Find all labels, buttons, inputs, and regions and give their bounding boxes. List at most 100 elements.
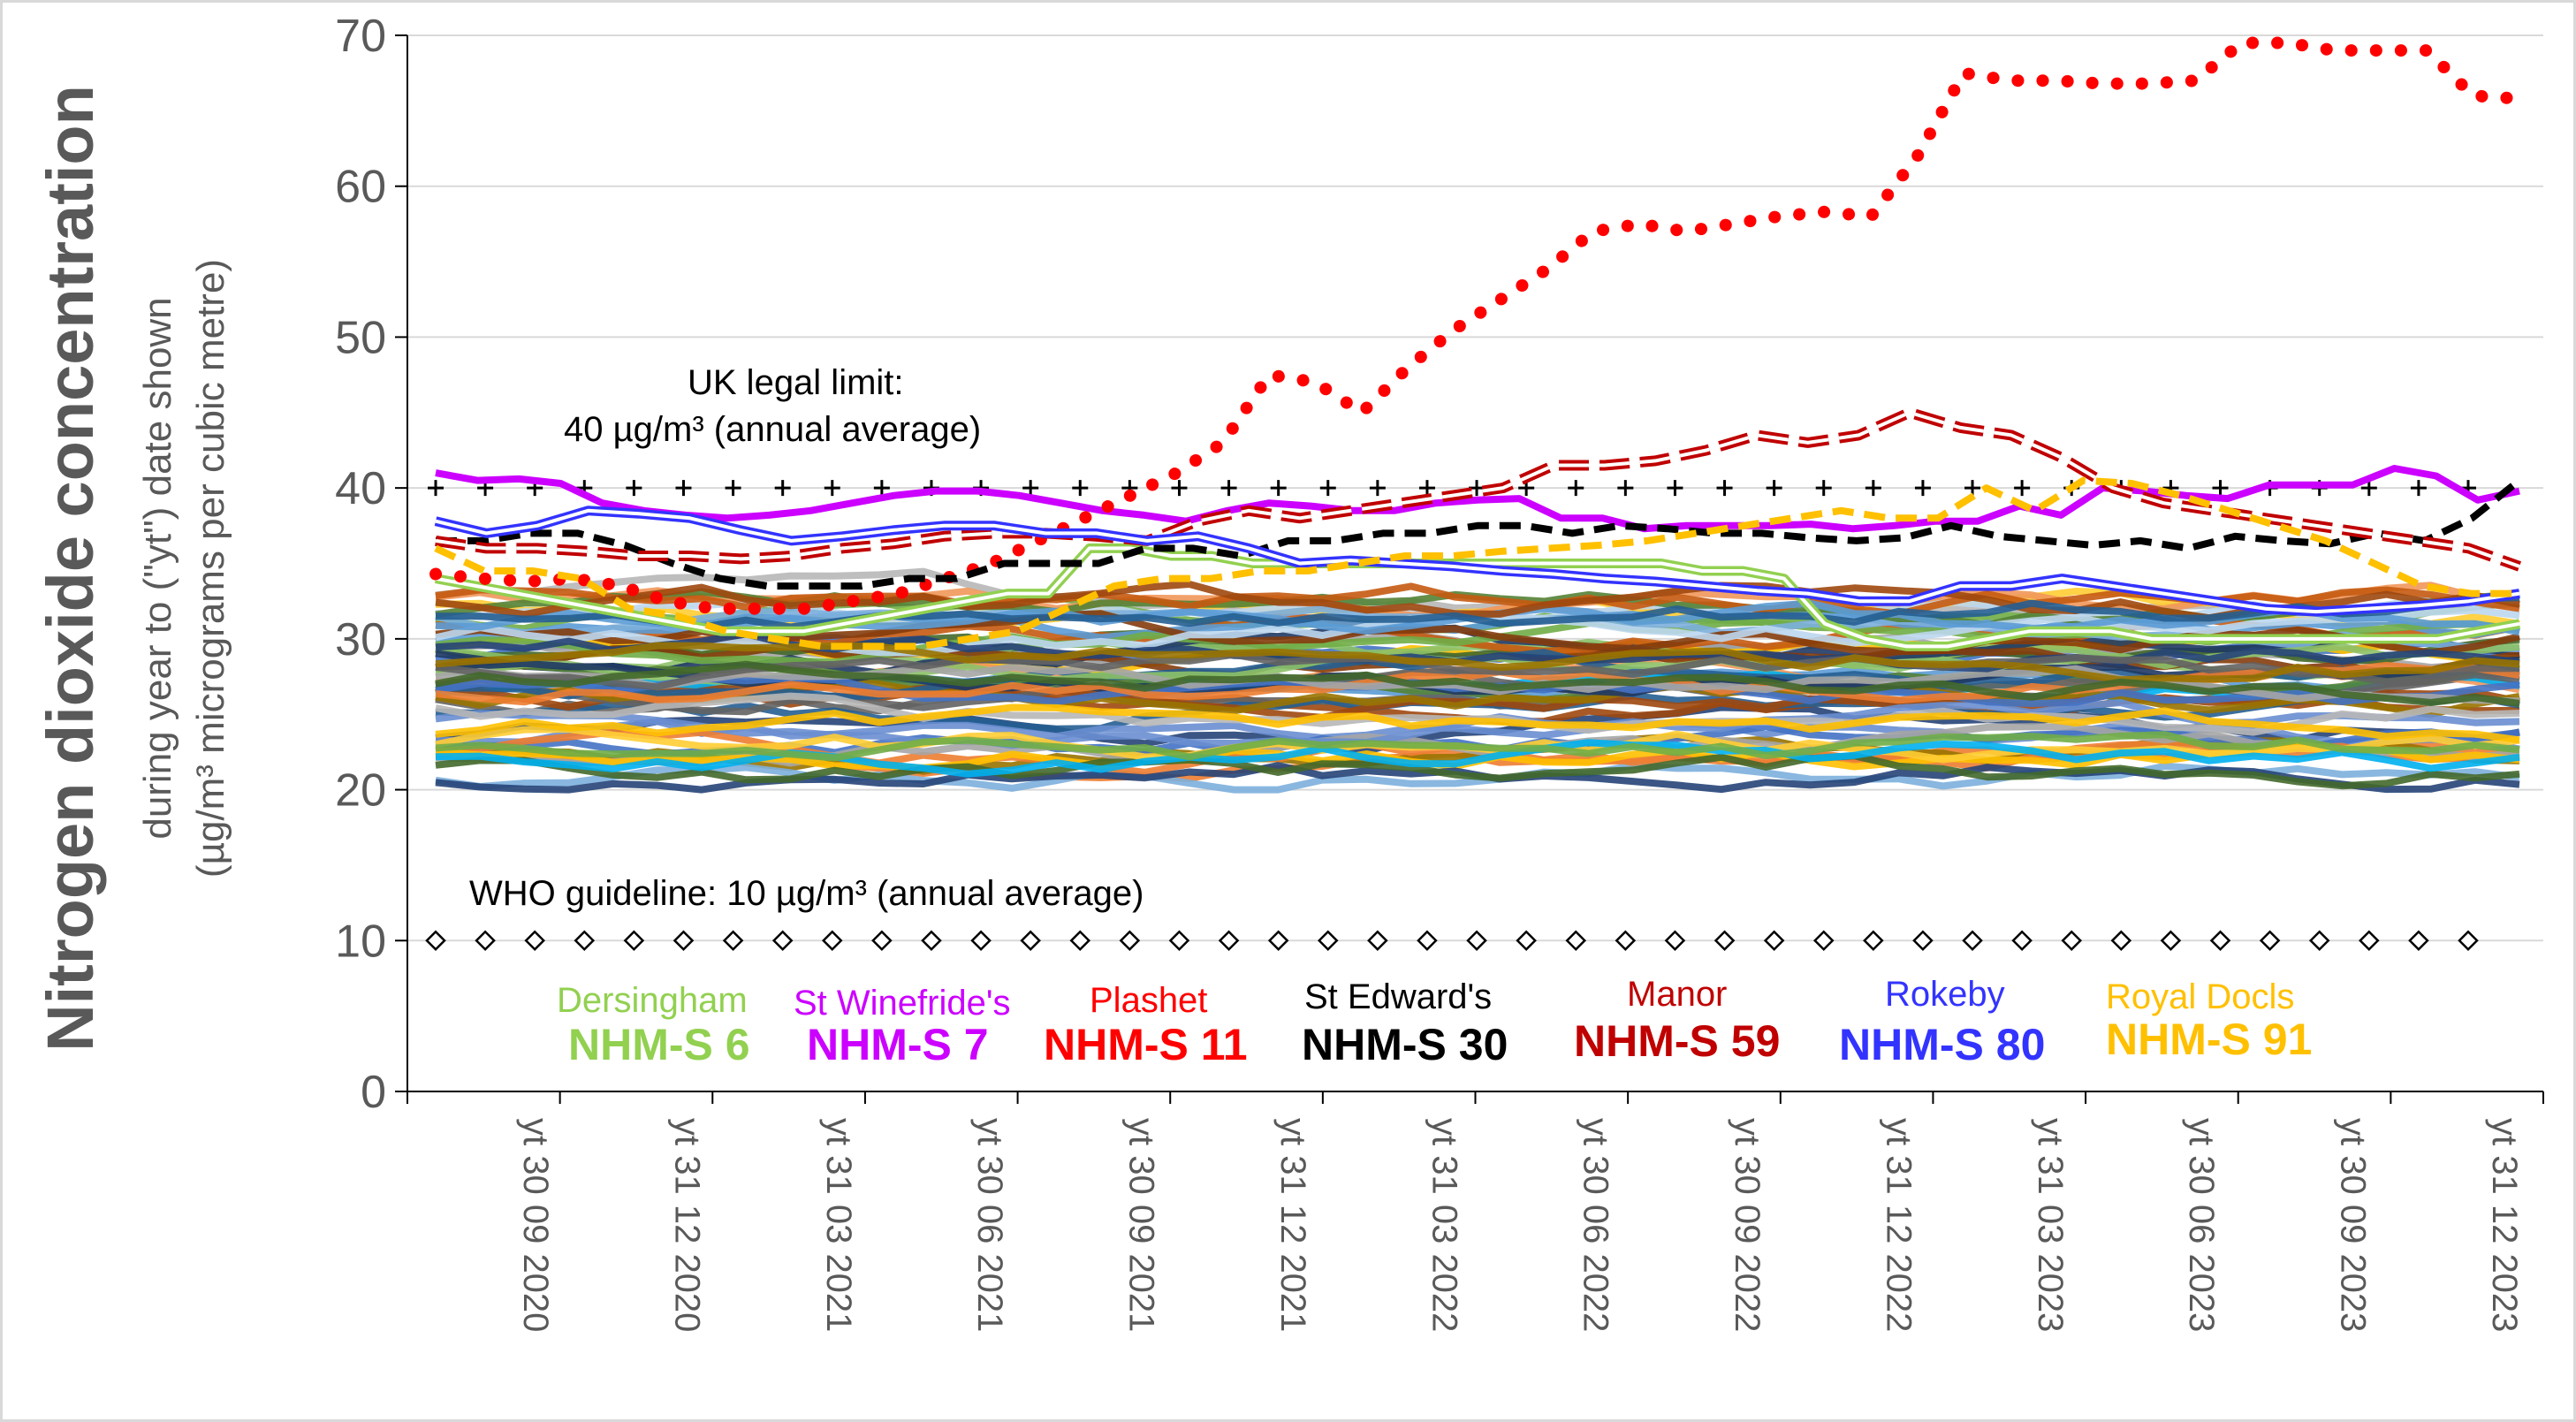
y-tick-label: 60	[335, 162, 386, 213]
legend-site-rokeby: Rokeby	[1885, 975, 2005, 1014]
who-guideline-marker	[1119, 930, 1141, 952]
who-guideline-marker	[475, 930, 496, 952]
who-guideline-marker	[1664, 930, 1686, 952]
who-guideline-marker	[524, 930, 545, 952]
who-guideline-marker	[921, 930, 942, 952]
legend-name-nhm-s-59: NHM-S 59	[1574, 1016, 1780, 1066]
background-series	[435, 567, 2520, 794]
uk-limit-marker	[1022, 480, 1039, 497]
who-guideline-marker	[2458, 930, 2479, 952]
who-guideline-marker	[1168, 930, 1190, 952]
uk-limit-marker	[2212, 480, 2229, 497]
x-tick-label: yt 31 03 2023	[2031, 1118, 2070, 1332]
who-guideline-marker	[771, 930, 794, 952]
background-series-line	[435, 660, 2520, 707]
who-guideline-marker	[2408, 930, 2429, 952]
uk-limit-marker	[774, 480, 791, 497]
uk-limit-marker	[1617, 480, 1634, 497]
y-tick-label: 20	[335, 765, 386, 817]
who-guideline-marker	[574, 930, 596, 952]
background-series-line	[435, 762, 2520, 794]
uk-limit-marker	[1369, 480, 1386, 497]
who-guideline-marker	[1863, 930, 1884, 952]
x-tick-label: yt 30 09 2022	[1728, 1118, 1767, 1332]
uk-limit-label-line1: UK legal limit:	[688, 363, 904, 402]
y-tick-label: 50	[335, 312, 386, 363]
who-guideline-marker	[1466, 930, 1487, 952]
who-guideline-marker	[2259, 930, 2281, 952]
who-guideline-marker	[1218, 930, 1240, 952]
series-line-nhm-s-80-inner	[435, 508, 2520, 614]
x-tick-label: yt 31 12 2023	[2485, 1118, 2524, 1332]
reference-lines	[425, 480, 2479, 952]
who-guideline-marker	[2209, 930, 2231, 952]
who-guideline-marker	[1615, 930, 1637, 952]
x-tick-label: yt 31 12 2022	[1879, 1118, 1918, 1332]
uk-limit-marker	[1865, 480, 1881, 497]
who-guideline-marker	[2110, 930, 2132, 952]
uk-limit-marker	[1766, 480, 1782, 497]
uk-limit-marker	[1072, 480, 1089, 497]
who-guideline-marker	[1267, 930, 1289, 952]
legend-name-nhm-s-6: NHM-S 6	[568, 1020, 750, 1069]
who-guideline-marker	[2061, 930, 2082, 952]
chart-svg: 0 10 20 30 40 50 60 70 yt 30 09 2020 yt 31 12 202…	[34, 11, 2544, 1332]
background-series-line	[435, 594, 2520, 631]
uk-limit-marker	[873, 480, 890, 497]
y-axis-title-main: Nitrogen dioxide concentration	[34, 85, 107, 1052]
legend-name-nhm-s-80: NHM-S 80	[1839, 1020, 2045, 1069]
uk-limit-marker	[428, 480, 444, 497]
uk-limit-marker	[1270, 480, 1287, 497]
who-guideline-marker	[2308, 930, 2330, 952]
uk-limit-marker	[1220, 480, 1237, 497]
series-line-nhm-s-7	[435, 465, 2520, 533]
who-guideline-marker	[722, 930, 744, 952]
uk-limit-marker	[1319, 480, 1336, 497]
y-tick-label: 10	[335, 916, 386, 967]
uk-limit-marker	[2410, 480, 2427, 497]
who-guideline-marker	[2011, 930, 2033, 952]
x-tick-label: yt 30 09 2020	[516, 1118, 555, 1332]
who-guideline-marker	[1367, 930, 1388, 952]
who-guideline-marker	[1812, 930, 1835, 952]
who-guideline-marker	[2160, 930, 2182, 952]
uk-limit-marker	[675, 480, 692, 497]
x-tick-label: yt 30 09 2023	[2334, 1118, 2373, 1332]
series-legend: Dersingham NHM-S 6 St Winefride's NHM-S …	[557, 975, 2312, 1069]
y-axis-title-sub2: (µg/m³ micrograms per cubic metre)	[189, 259, 232, 878]
who-guideline-label: WHO guideline: 10 µg/m³ (annual average)	[469, 874, 1144, 913]
legend-site-royal-docls: Royal Docls	[2106, 977, 2294, 1016]
who-guideline-marker	[1763, 930, 1785, 952]
highlighted-series	[429, 36, 2526, 651]
who-guideline-marker	[822, 930, 843, 952]
legend-site-manor: Manor	[1627, 975, 1727, 1014]
who-guideline-marker	[1069, 930, 1091, 952]
uk-limit-marker	[1815, 480, 1832, 497]
uk-limit-marker	[1418, 480, 1435, 497]
uk-limit-label-line2: 40 µg/m³ (annual average)	[564, 410, 981, 449]
x-tick-label: yt 31 12 2020	[667, 1118, 706, 1332]
series-line-nhm-s-6-inner	[435, 546, 2520, 649]
y-tick-label: 0	[361, 1067, 386, 1118]
legend-site-dersingham: Dersingham	[557, 981, 748, 1020]
series-line-nhm-s-91	[434, 476, 2519, 650]
x-tick-label: yt 30 06 2023	[2182, 1118, 2221, 1332]
who-guideline-marker	[672, 930, 695, 952]
uk-limit-marker	[1914, 480, 1931, 497]
series-line-nhm-s-11	[429, 36, 2526, 615]
y-tick-label: 30	[335, 614, 386, 665]
x-tick-label: yt 30 09 2021	[1122, 1118, 1161, 1332]
x-tick-label: yt 31 03 2022	[1425, 1118, 1463, 1332]
background-series-line	[435, 752, 2520, 790]
who-guideline-marker	[1912, 930, 1934, 952]
legend-name-nhm-s-30: NHM-S 30	[1302, 1020, 1508, 1069]
who-guideline-marker	[1962, 930, 1983, 952]
who-guideline-marker	[1565, 930, 1587, 952]
who-guideline-marker	[1516, 930, 1537, 952]
legend-site-st-winefrides: St Winefride's	[794, 984, 1011, 1023]
series-line-nhm-s-59-inner	[435, 410, 2520, 568]
y-tick-label: 40	[335, 463, 386, 514]
x-tick-label: yt 30 06 2021	[970, 1118, 1009, 1332]
who-guideline-marker	[1714, 930, 1736, 952]
